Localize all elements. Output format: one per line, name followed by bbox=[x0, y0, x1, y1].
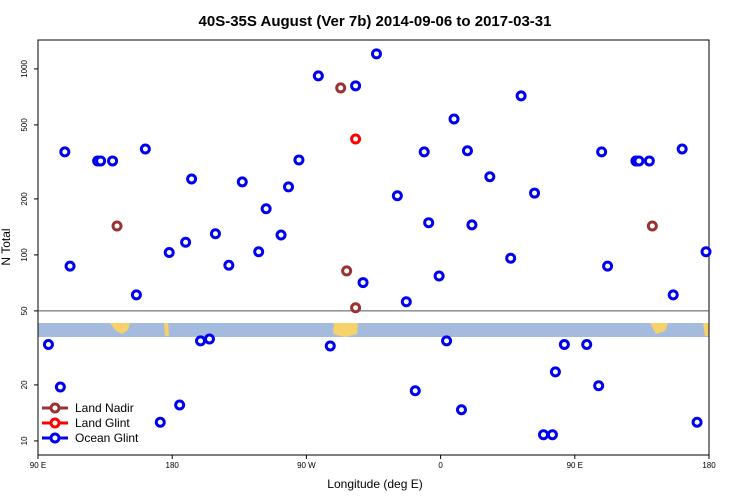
x-tick-label: 90 E bbox=[567, 461, 583, 470]
point bbox=[633, 155, 645, 167]
x-tick-label: 90 W bbox=[297, 461, 316, 470]
point bbox=[558, 338, 570, 350]
point bbox=[350, 133, 362, 145]
point bbox=[433, 270, 445, 282]
chart-title: 40S-35S August (Ver 7b) 2014-09-06 to 20… bbox=[199, 13, 552, 30]
point bbox=[391, 190, 403, 202]
point bbox=[111, 220, 123, 232]
point bbox=[180, 236, 192, 248]
y-tick-label: 1000 bbox=[20, 59, 29, 77]
point bbox=[370, 48, 382, 60]
point bbox=[549, 366, 561, 378]
point bbox=[448, 113, 460, 125]
point bbox=[324, 340, 336, 352]
map-band bbox=[38, 323, 709, 337]
x-tick-label: 180 bbox=[166, 461, 180, 470]
point bbox=[42, 338, 54, 350]
point bbox=[529, 187, 541, 199]
point bbox=[537, 429, 549, 441]
point bbox=[107, 155, 119, 167]
point bbox=[350, 80, 362, 92]
point bbox=[667, 289, 679, 301]
plot-frame bbox=[37, 39, 710, 456]
point bbox=[236, 176, 248, 188]
point bbox=[484, 171, 496, 183]
point bbox=[163, 247, 175, 259]
x-tick-label: 0 bbox=[438, 461, 443, 470]
point bbox=[223, 259, 235, 271]
point bbox=[54, 381, 66, 393]
point bbox=[260, 203, 272, 215]
point bbox=[174, 399, 186, 411]
point bbox=[546, 429, 558, 441]
legend-marker bbox=[49, 402, 61, 414]
point bbox=[95, 155, 107, 167]
point bbox=[441, 335, 453, 347]
point bbox=[602, 260, 614, 272]
point bbox=[293, 154, 305, 166]
point bbox=[64, 260, 76, 272]
point bbox=[581, 338, 593, 350]
legend-label: Land Glint bbox=[75, 416, 130, 430]
point bbox=[418, 146, 430, 158]
point bbox=[195, 335, 207, 347]
point bbox=[186, 173, 198, 185]
y-axis-label: N Total bbox=[0, 228, 13, 265]
point bbox=[676, 143, 688, 155]
y-tick-label: 50 bbox=[20, 306, 29, 315]
point bbox=[283, 181, 295, 193]
point bbox=[593, 380, 605, 392]
legend-label: Ocean Glint bbox=[75, 431, 139, 445]
x-axis-label: Longitude (deg E) bbox=[327, 477, 422, 491]
point bbox=[400, 296, 412, 308]
legend-marker bbox=[49, 417, 61, 429]
y-tick-label: 10 bbox=[20, 436, 29, 445]
point bbox=[700, 246, 712, 258]
point bbox=[139, 143, 151, 155]
point bbox=[515, 90, 527, 102]
point bbox=[423, 217, 435, 229]
point bbox=[461, 145, 473, 157]
point bbox=[691, 416, 703, 428]
point bbox=[130, 289, 142, 301]
point bbox=[466, 219, 478, 231]
point bbox=[59, 146, 71, 158]
point bbox=[357, 277, 369, 289]
x-tick-label: 90 E bbox=[30, 461, 46, 470]
legend-label: Land Nadir bbox=[75, 401, 134, 415]
point bbox=[455, 404, 467, 416]
point bbox=[350, 302, 362, 314]
point bbox=[505, 252, 517, 264]
point bbox=[335, 82, 347, 94]
y-tick-label: 20 bbox=[20, 380, 29, 389]
y-tick-label: 100 bbox=[20, 248, 29, 262]
point bbox=[203, 333, 215, 345]
point bbox=[646, 220, 658, 232]
point bbox=[596, 146, 608, 158]
y-tick-label: 500 bbox=[20, 118, 29, 132]
y-tick-label: 200 bbox=[20, 192, 29, 206]
x-tick-label: 180 bbox=[702, 461, 716, 470]
point bbox=[312, 70, 324, 82]
point bbox=[209, 228, 221, 240]
point bbox=[643, 155, 655, 167]
legend-marker bbox=[49, 432, 61, 444]
point bbox=[154, 416, 166, 428]
point bbox=[409, 385, 421, 397]
point bbox=[341, 265, 353, 277]
point bbox=[275, 229, 287, 241]
point bbox=[253, 246, 265, 258]
